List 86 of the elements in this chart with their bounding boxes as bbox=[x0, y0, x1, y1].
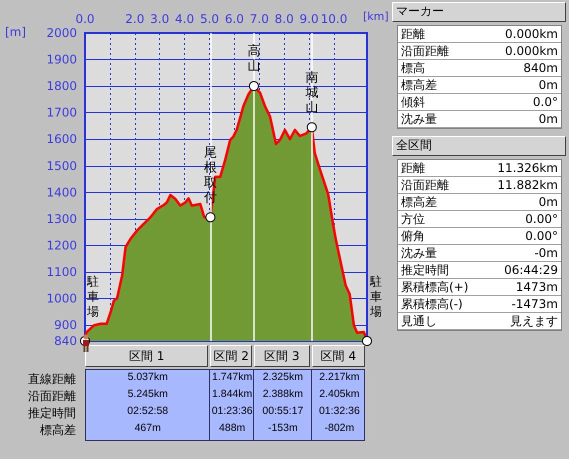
text: -153m bbox=[268, 422, 298, 434]
category-label: 直線距離 bbox=[28, 372, 76, 386]
text: -0m bbox=[534, 246, 558, 260]
text: 01:23:36 bbox=[212, 405, 253, 417]
category-label: 沿面距離 bbox=[401, 178, 449, 192]
text: 02:52:58 bbox=[127, 405, 168, 417]
text: 01:32:36 bbox=[318, 405, 360, 417]
y-tick-label: 2000 bbox=[46, 26, 77, 40]
x-tick-label: 2.0 bbox=[125, 12, 144, 26]
text: 5.245km bbox=[128, 388, 168, 400]
text: -802m bbox=[324, 422, 354, 434]
category-label: 俯角 bbox=[401, 229, 425, 243]
text: 467m bbox=[134, 422, 161, 434]
text: 0.000km bbox=[505, 44, 558, 58]
category-label: 標高差 bbox=[401, 78, 437, 92]
y-tick-label: 1000 bbox=[46, 292, 77, 306]
category-label: 推定時間 bbox=[28, 406, 76, 420]
category-label: 累積標高(+) bbox=[401, 280, 468, 294]
x-tick-label: 10.0 bbox=[320, 12, 348, 26]
y-tick-label: 1300 bbox=[46, 212, 77, 226]
annotation: 南城山 bbox=[304, 70, 318, 116]
x-tick-label: 5.0 bbox=[200, 12, 220, 26]
x-tick-label: 9.0 bbox=[300, 12, 319, 26]
category-label: 見通し bbox=[401, 314, 437, 328]
text: 0.00° bbox=[525, 229, 558, 243]
category-label: 区間 1 bbox=[85, 345, 208, 367]
category-label: 推定時間 bbox=[401, 263, 449, 277]
category-label: 区間 2 bbox=[210, 345, 252, 367]
text: 2.325km bbox=[262, 371, 303, 383]
text: 1473m bbox=[516, 280, 558, 294]
y-tick-label: 1900 bbox=[46, 52, 77, 67]
text: 2.405km bbox=[319, 388, 360, 400]
category-label: 標高差 bbox=[40, 423, 76, 437]
y-tick-label: 1400 bbox=[46, 185, 77, 200]
category-label: 距離 bbox=[401, 161, 425, 175]
y-tick-label: 840 bbox=[54, 334, 77, 348]
category-label: 標高差 bbox=[401, 195, 437, 209]
x-axis-title: [km] bbox=[363, 10, 389, 23]
text: 1.747km bbox=[212, 371, 252, 383]
category-label: 沈み量 bbox=[401, 246, 437, 260]
text: 5.037km bbox=[128, 371, 168, 383]
category-label: 距離 bbox=[401, 27, 425, 41]
text: 11.882km bbox=[497, 178, 558, 192]
y-tick-label: 1100 bbox=[46, 264, 77, 279]
category-label: 沈み量 bbox=[401, 112, 437, 126]
text: -1473m bbox=[511, 297, 558, 311]
text: 0m bbox=[538, 195, 558, 209]
annotation: 駐車場 bbox=[369, 274, 382, 318]
text: 11.326km bbox=[497, 161, 558, 175]
category-label: 累積標高(-) bbox=[401, 297, 463, 311]
x-tick-label: 7.0 bbox=[250, 12, 269, 26]
x-tick-label: 6.0 bbox=[224, 12, 244, 26]
text: 0.0° bbox=[532, 95, 558, 109]
y-tick-label: 1700 bbox=[46, 106, 77, 120]
text: マーカー bbox=[392, 2, 566, 22]
category-label: 沿面距離 bbox=[28, 389, 76, 403]
y-tick-label: 1500 bbox=[46, 158, 77, 173]
text: 2.217km bbox=[319, 371, 360, 383]
category-label: 方位 bbox=[401, 212, 425, 226]
category-label: 傾斜 bbox=[401, 95, 425, 109]
text: 0.00° bbox=[525, 212, 558, 226]
text: 0.000km bbox=[505, 27, 558, 41]
text: 全区間 bbox=[392, 136, 566, 156]
text: 06:44:29 bbox=[504, 263, 558, 277]
text: 00:55:17 bbox=[262, 405, 304, 417]
annotation: 高山 bbox=[247, 43, 260, 74]
y-tick-label: 1600 bbox=[46, 132, 77, 146]
x-tick-label: 0.0 bbox=[75, 12, 95, 26]
y-tick-label: 900 bbox=[54, 318, 77, 332]
x-tick-label: 3.0 bbox=[150, 12, 170, 26]
text: 1.844km bbox=[212, 388, 252, 400]
category-label: 区間 3 bbox=[254, 345, 310, 367]
text: 見えます bbox=[510, 314, 558, 328]
category-label: 区間 4 bbox=[312, 345, 365, 367]
text: 0m bbox=[538, 78, 558, 92]
x-tick-label: 8.0 bbox=[274, 12, 294, 26]
y-tick-label: 1200 bbox=[46, 238, 77, 252]
category-label: 標高 bbox=[401, 61, 425, 75]
y-axis-title: [m] bbox=[5, 25, 26, 39]
text: 2.388km bbox=[262, 388, 303, 400]
text: 840m bbox=[523, 61, 558, 75]
x-tick-label: 4.0 bbox=[175, 12, 194, 26]
text: 0m bbox=[538, 112, 558, 126]
text: 488m bbox=[219, 422, 246, 434]
category-label: 沿面距離 bbox=[401, 44, 449, 58]
y-tick-label: 1800 bbox=[46, 79, 77, 94]
